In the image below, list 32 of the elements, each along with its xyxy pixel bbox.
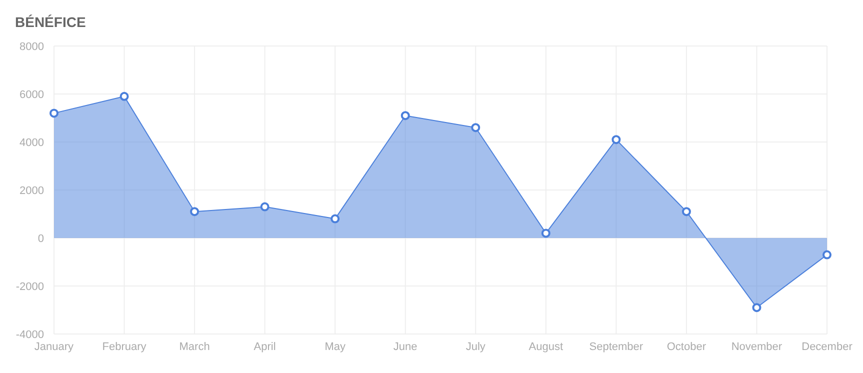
x-tick-label: December bbox=[802, 341, 853, 353]
y-tick-label: 0 bbox=[38, 232, 44, 245]
x-tick-label: March bbox=[179, 341, 210, 353]
x-tick-label: September bbox=[589, 341, 644, 353]
y-tick-label: -4000 bbox=[16, 328, 44, 341]
chart-title: BÉNÉFICE bbox=[15, 14, 86, 30]
x-tick-label: April bbox=[254, 341, 276, 353]
point bbox=[682, 207, 691, 216]
point bbox=[752, 303, 762, 312]
y-tick-label: -2000 bbox=[16, 280, 44, 293]
y-tick-label: 6000 bbox=[20, 88, 44, 101]
y-tick-label: 8000 bbox=[20, 40, 44, 53]
x-tick-label: August bbox=[528, 341, 564, 353]
point bbox=[541, 228, 550, 238]
point bbox=[190, 207, 200, 216]
point bbox=[400, 111, 410, 120]
x-tick-label: June bbox=[393, 341, 418, 353]
point bbox=[50, 108, 58, 118]
y-tick-label: 2000 bbox=[20, 184, 44, 197]
point bbox=[471, 123, 480, 132]
x-tick-label: January bbox=[34, 341, 74, 353]
x-tick-label: May bbox=[324, 341, 346, 353]
point bbox=[612, 135, 621, 144]
point bbox=[330, 214, 340, 224]
point bbox=[822, 250, 832, 260]
x-tick-label: July bbox=[466, 341, 486, 353]
point bbox=[260, 202, 270, 212]
point bbox=[120, 92, 129, 101]
x-tick-label: February bbox=[102, 341, 147, 353]
y-tick-label: 4000 bbox=[20, 136, 44, 149]
x-tick-label: October bbox=[666, 341, 706, 353]
x-tick-label: November bbox=[731, 341, 782, 353]
